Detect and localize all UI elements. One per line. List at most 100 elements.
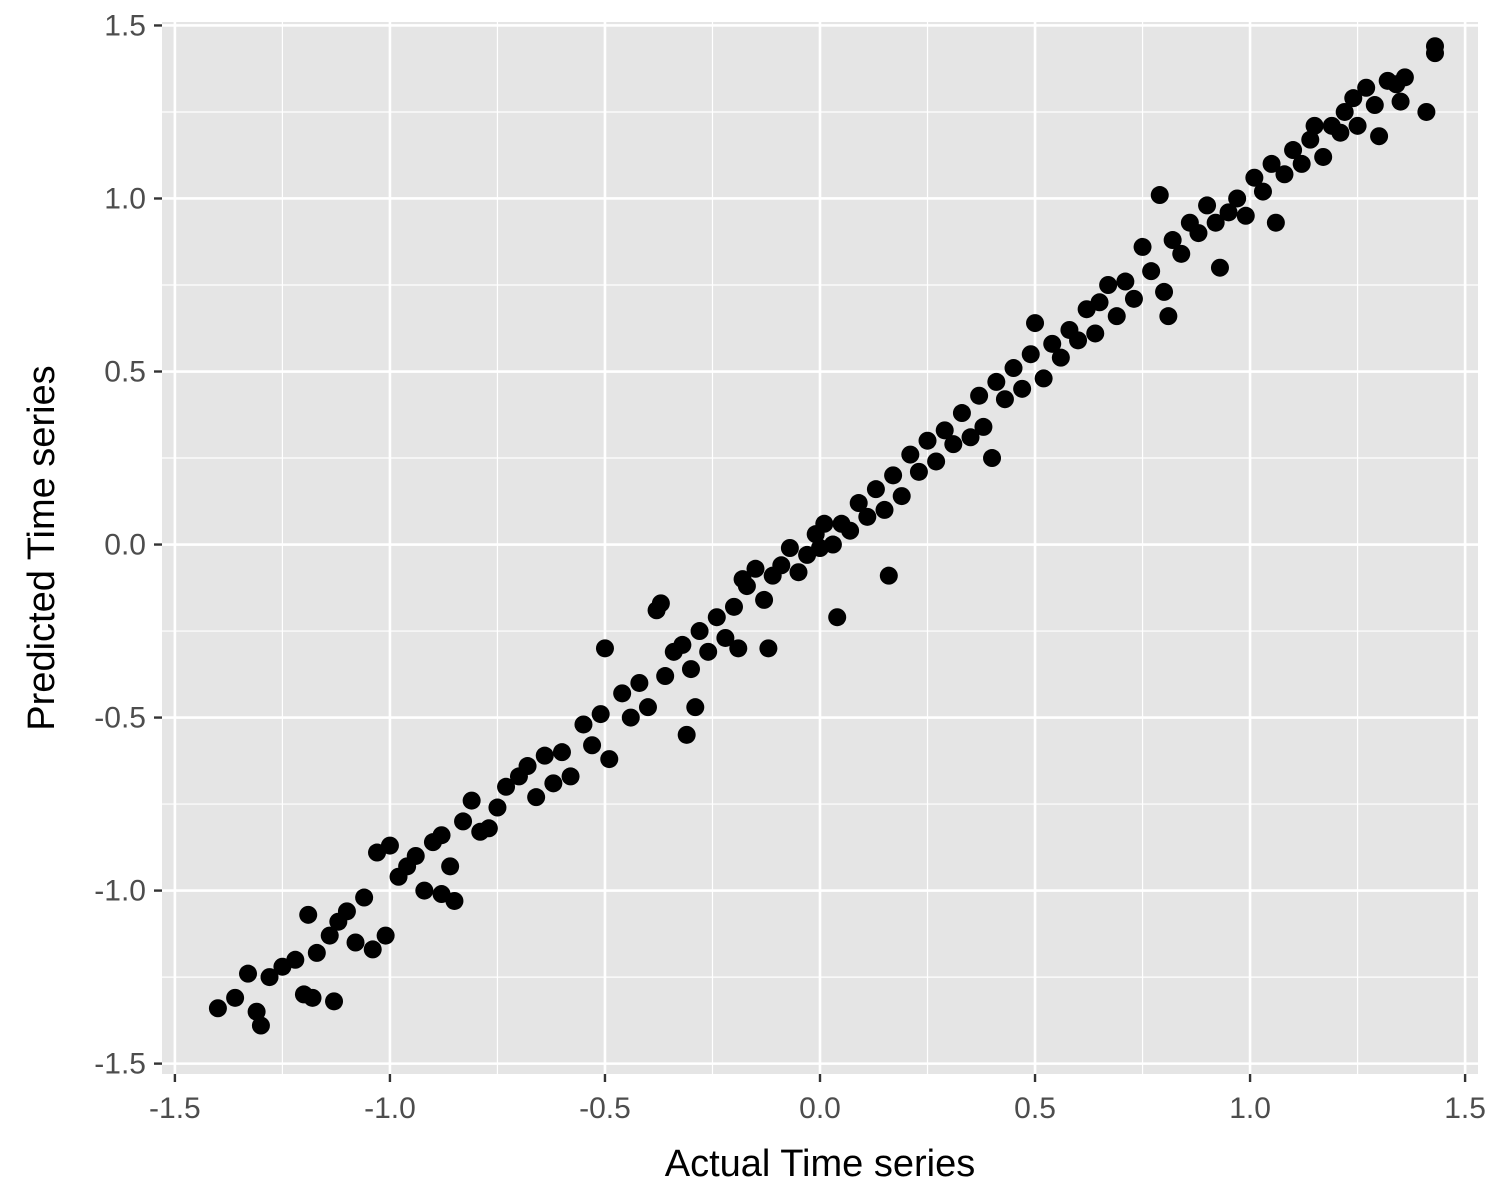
data-point [363,940,382,959]
data-point [1425,44,1444,63]
data-point [651,594,670,613]
data-point [1150,186,1169,205]
data-point [858,507,877,526]
data-point [1013,379,1032,398]
data-point [445,891,464,910]
data-point [1210,258,1229,277]
data-point [901,445,920,464]
data-point [1391,92,1410,111]
data-point [561,767,580,786]
data-point [1331,123,1350,142]
data-point [983,449,1002,468]
grid-major [162,22,1478,1074]
data-point [355,888,374,907]
data-point [1159,307,1178,326]
data-point [337,902,356,921]
y-tick-label: -1.5 [94,1048,146,1081]
data-point [1198,196,1217,215]
data-point [1417,102,1436,121]
data-point [1275,165,1294,184]
x-tick-label: 0.5 [1014,1092,1056,1125]
x-tick-label: -1.0 [364,1092,416,1125]
data-point [995,390,1014,409]
y-tick-label: -1.0 [94,875,146,908]
data-point [320,926,339,945]
data-point [841,521,860,540]
data-point [918,431,937,450]
y-tick-label: -0.5 [94,702,146,735]
data-point [789,563,808,582]
data-point [260,968,279,987]
data-point [690,622,709,641]
data-point [875,500,894,519]
data-point [1155,282,1174,301]
data-points [208,37,1444,1035]
data-point [952,404,971,423]
data-point [1051,348,1070,367]
data-point [479,819,498,838]
data-point [346,933,365,952]
data-point [673,635,692,654]
data-point [544,774,563,793]
data-point [656,667,675,686]
data-point [1262,154,1281,173]
data-point [1344,89,1363,108]
data-point [879,566,898,585]
data-point [974,417,993,436]
data-point [497,777,516,796]
data-point [600,750,619,769]
data-point [737,577,756,596]
data-point [226,988,245,1007]
data-point [208,999,227,1018]
data-point [591,705,610,724]
data-point [1090,293,1109,312]
data-point [325,992,344,1011]
y-tick-label: 0.0 [104,529,146,562]
data-point [527,788,546,807]
data-point [755,590,774,609]
data-point [1163,231,1182,250]
data-point [307,943,326,962]
data-point [699,642,718,661]
data-point [239,964,258,983]
data-point [935,421,954,440]
data-point [759,639,778,658]
data-point [1043,334,1062,353]
data-point [1284,141,1303,160]
data-point [1026,314,1045,333]
data-point [1172,244,1191,263]
data-point [1266,213,1285,232]
data-point [247,1002,266,1021]
data-point [927,452,946,471]
y-tick-label: 1.5 [104,9,146,42]
data-point [1142,262,1161,281]
data-point [1124,289,1143,308]
x-axis-title: Actual Time series [665,1143,975,1185]
data-point [1189,224,1208,243]
data-point [961,428,980,447]
data-point [677,725,696,744]
data-point [1245,168,1264,187]
data-point [638,698,657,717]
data-point [1021,345,1040,364]
data-point [535,746,554,765]
data-point [849,494,868,513]
x-tick-label: -0.5 [579,1092,631,1125]
data-point [1314,147,1333,166]
data-point [944,435,963,454]
data-point [1305,116,1324,135]
y-axis: -1.5 -1.0 -0.5 0.0 0.5 1.0 1.5 [94,9,162,1081]
y-tick-label: 1.0 [104,182,146,215]
data-point [299,905,318,924]
data-point [1395,68,1414,87]
data-point [716,628,735,647]
x-tick-label: 1.0 [1229,1092,1271,1125]
data-point [1335,102,1354,121]
data-point [1301,130,1320,149]
data-point [613,684,632,703]
data-point [251,1016,270,1035]
data-point [729,639,748,658]
data-point [780,539,799,557]
data-point [488,798,507,817]
